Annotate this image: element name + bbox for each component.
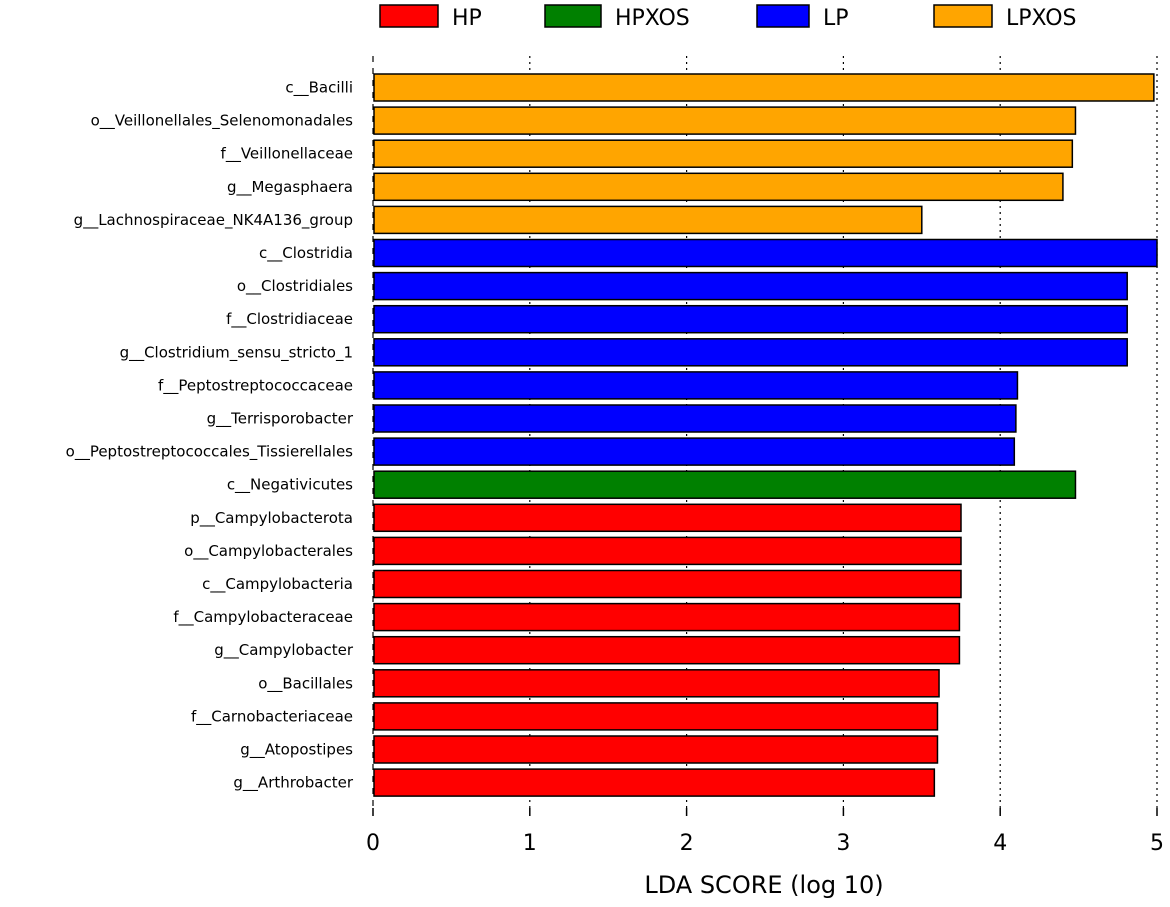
bar (373, 437, 1016, 466)
category-label: o__Peptostreptococcales_Tissierellales (66, 443, 354, 462)
bar (373, 304, 1128, 334)
legend-label-lp: LP (823, 6, 849, 31)
category-label: g__Arthrobacter (233, 774, 353, 793)
bar (373, 338, 1128, 367)
category-label: o__Campylobacterales (184, 542, 353, 561)
category-label: f__Campylobacteraceae (173, 608, 353, 627)
legend-swatch-hpxos (544, 4, 602, 28)
category-label: f__Carnobacteriaceae (191, 707, 353, 726)
category-label: c__Clostridia (259, 244, 353, 263)
bar (373, 172, 1064, 202)
bar (373, 503, 962, 533)
x-tick-label: 0 (366, 831, 380, 856)
category-label: o__Bacillales (258, 674, 353, 693)
x-tick-label: 3 (836, 831, 850, 856)
bar (373, 73, 1155, 102)
legend-swatch-lp (756, 4, 810, 28)
category-label: g__Lachnospiraceae_NK4A136_group (74, 211, 353, 230)
x-axis-title: LDA SCORE (log 10) (644, 871, 883, 899)
bar (373, 768, 936, 797)
legend: HP HPXOS LP LPXOS (379, 4, 1076, 31)
bar (373, 702, 939, 731)
bar (373, 404, 1017, 433)
x-tick-label: 4 (993, 831, 1007, 856)
category-label: p__Campylobacterota (190, 509, 353, 528)
bar (373, 669, 940, 698)
bar (373, 602, 961, 632)
legend-swatch-lpxos (933, 4, 993, 28)
category-label: o__Veillonellales_Selenomonadales (91, 112, 354, 131)
category-label: g__Clostridium_sensu_stricto_1 (120, 343, 353, 362)
bar (373, 536, 962, 566)
category-label: g__Campylobacter (214, 641, 354, 660)
bar (373, 371, 1019, 400)
legend-label-lpxos: LPXOS (1006, 6, 1076, 31)
category-label: g__Megasphaera (227, 178, 353, 197)
bar (373, 238, 1158, 268)
bar (373, 205, 923, 235)
grid-lines (372, 56, 1158, 808)
category-label: c__Negativicutes (227, 476, 353, 495)
category-labels: c__Bacilli o__Veillonellales_Selenomonada… (66, 79, 354, 793)
bar (373, 139, 1074, 168)
x-tick-label: 5 (1150, 831, 1164, 856)
bar (373, 470, 1077, 499)
category-label: g__Terrisporobacter (207, 410, 354, 429)
category-label: f__Clostridiaceae (226, 310, 353, 329)
legend-label-hp: HP (452, 6, 482, 31)
legend-swatch-hp (379, 4, 439, 28)
category-label: c__Bacilli (285, 79, 353, 98)
category-label: f__Veillonellaceae (221, 145, 353, 164)
category-label: c__Campylobacteria (202, 575, 353, 594)
legend-label-hpxos: HPXOS (615, 6, 690, 31)
bar (373, 635, 961, 665)
category-label: o__Clostridiales (237, 277, 353, 296)
bar (373, 735, 939, 764)
x-tick-label: 2 (680, 831, 694, 856)
bar (373, 569, 962, 599)
bar (373, 271, 1128, 301)
category-label: f__Peptostreptococcaceae (158, 376, 353, 395)
bars (373, 73, 1158, 797)
category-label: g__Atopostipes (240, 741, 353, 760)
bar (373, 106, 1077, 135)
x-tick-label: 1 (523, 831, 537, 856)
x-axis: 0 1 2 3 4 5 (366, 808, 1164, 856)
